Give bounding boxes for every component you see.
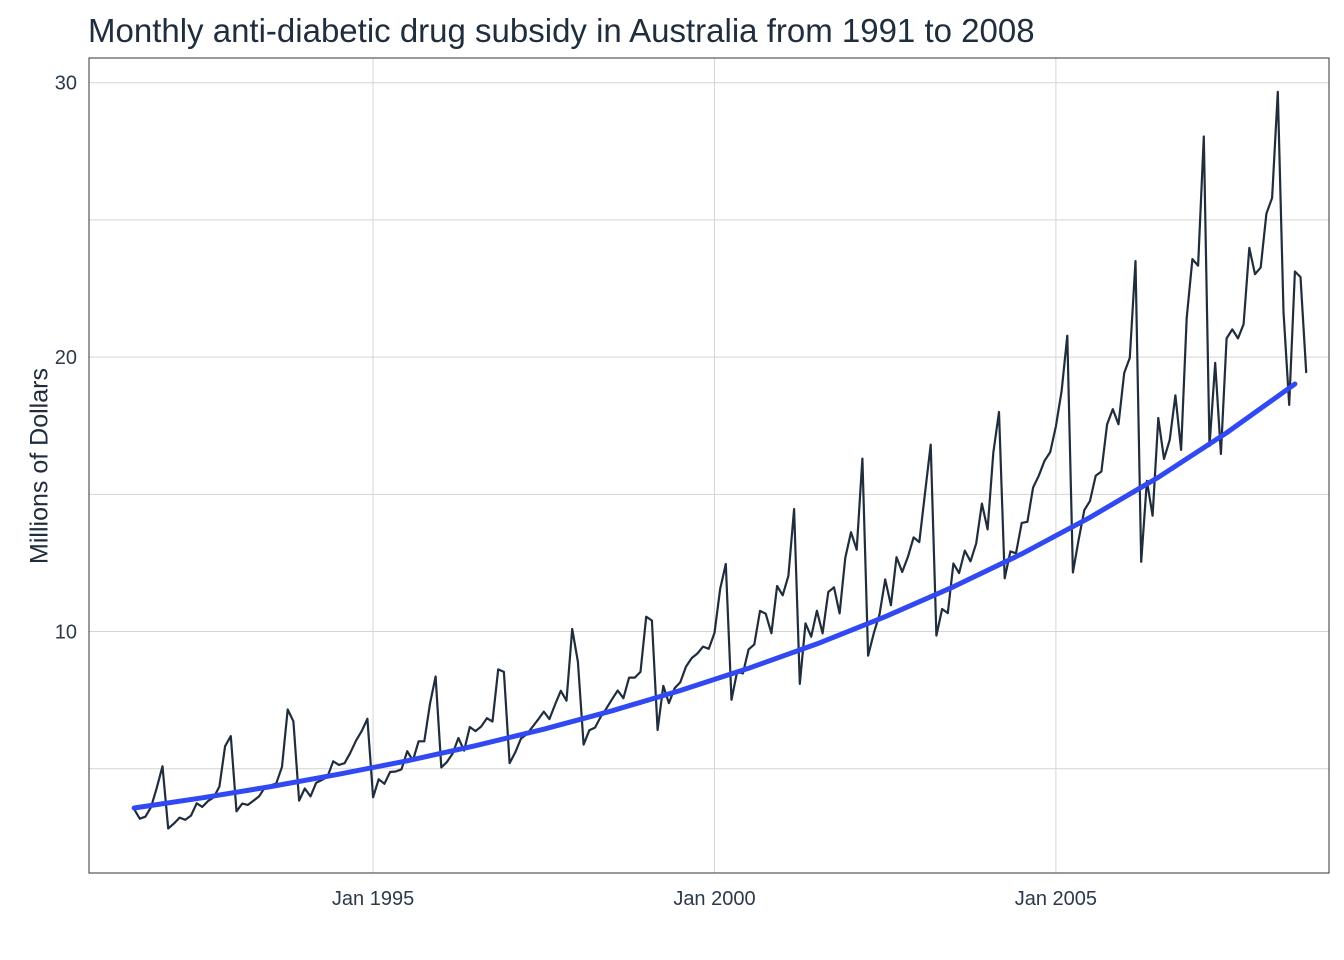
- x-tick-label: Jan 2005: [1015, 888, 1097, 910]
- series-layer: [131, 90, 1308, 830]
- axis-labels: 10 20 30 Jan 1995 Jan 2000 Jan 2005: [55, 73, 1097, 910]
- x-tick-label: Jan 1995: [332, 888, 414, 910]
- y-tick-label: 10: [55, 622, 77, 644]
- y-tick-label: 20: [55, 347, 77, 369]
- chart-title: Monthly anti-diabetic drug subsidy in Au…: [88, 12, 1035, 49]
- x-tick-label: Jan 2000: [673, 888, 755, 910]
- grid-lines: [89, 58, 1329, 873]
- y-tick-label: 30: [55, 73, 77, 95]
- series-line-observed: [133, 90, 1308, 830]
- plot-panel-border: [88, 57, 1330, 874]
- series-line-trend: [131, 381, 1298, 811]
